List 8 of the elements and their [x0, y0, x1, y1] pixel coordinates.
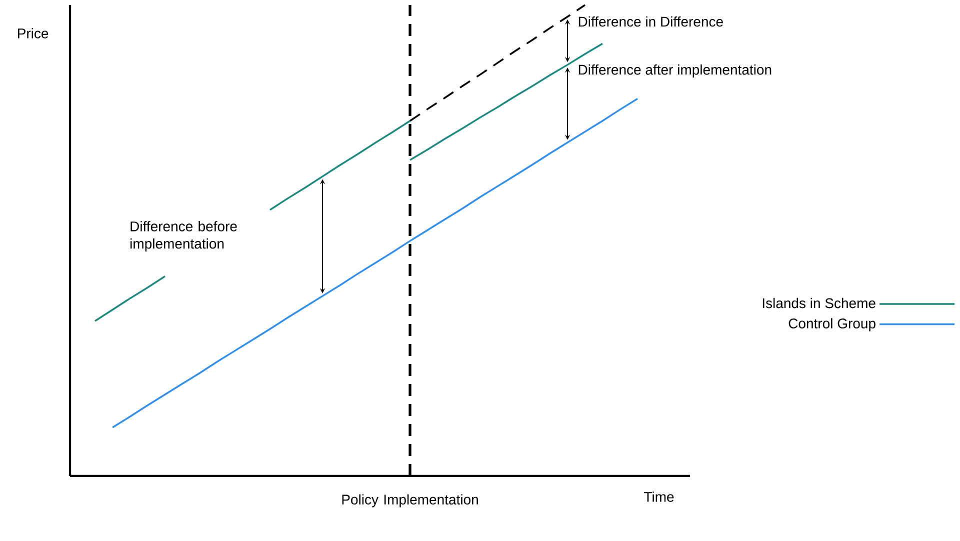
annotation: Difference after implementation: [578, 64, 772, 78]
annotation: Difference before implementation: [130, 221, 237, 252]
annotation: Difference in Difference: [578, 16, 723, 27]
y-axis-title: Price: [18, 28, 48, 38]
text: Control Group: [788, 318, 876, 332]
x-axis-title: Time: [644, 492, 674, 502]
text: Policy Implementation: [342, 494, 478, 508]
text: Islands in Scheme: [762, 298, 876, 308]
